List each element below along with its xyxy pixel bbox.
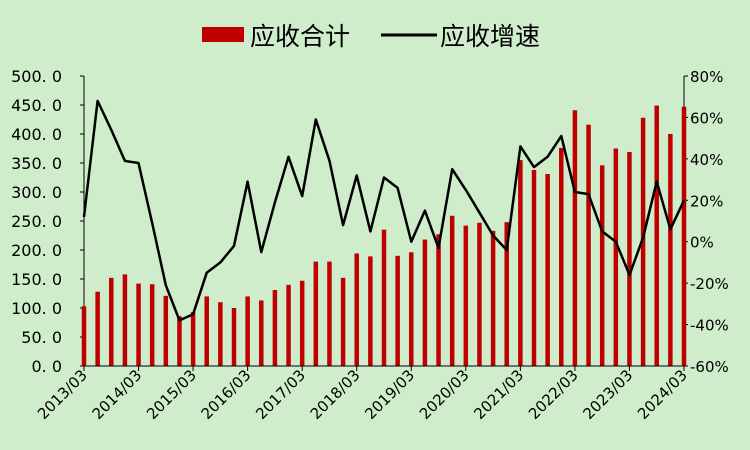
left-axis-tick-label: 100. 0 [11,299,62,318]
x-axis-tick-label: 2016/03 [198,366,255,423]
left-axis-tick-label: 150. 0 [11,270,62,289]
left-axis-tick-label: 500. 0 [11,67,62,86]
x-axis-tick-label: 2015/03 [143,366,200,423]
bar [149,284,155,366]
bar [681,106,687,367]
x-axis-tick-label: 2021/03 [470,366,527,423]
x-axis-tick-label: 2017/03 [252,366,309,423]
bar [340,277,346,366]
right-axis: -60% -40% -20% 0% 20% 40% 60% 80% [683,68,729,376]
left-axis-tick-label: 50. 0 [21,328,62,347]
bar [204,296,209,366]
bar [613,148,619,366]
left-axis: 0. 0 50. 0 100. 0 150. 0 200. 0 250. 0 300. 0 3… [11,67,85,376]
bar [122,274,128,366]
bar [627,151,632,366]
bar [368,256,373,366]
x-axis: 2013/032014/032015/032016/032017/032018/… [34,365,691,423]
legend-line-label: 应收增速 [440,22,540,51]
bar [81,306,87,366]
bar [449,215,455,366]
bar [422,239,428,366]
x-axis-tick-label: 2020/03 [416,366,473,423]
bar [559,147,564,366]
right-axis-tick-label: -60% [690,358,729,376]
bar [259,300,264,366]
bar [640,117,646,366]
right-axis-tick-label: 0% [690,234,714,252]
right-axis-tick-label: 40% [690,151,723,169]
left-axis-tick-label: 250. 0 [11,212,62,231]
left-axis-tick-label: 0. 0 [31,357,62,376]
bar [599,165,605,366]
x-axis-tick-label: 2024/03 [634,366,691,423]
line-series [82,99,686,322]
bar [395,255,400,366]
bar [163,295,169,366]
x-axis-tick-label: 2014/03 [89,366,146,423]
bar [436,234,441,366]
bar [586,124,591,366]
bar [272,290,278,366]
right-axis-tick-label: 20% [690,192,723,210]
x-axis-tick-label: 2018/03 [307,366,364,423]
x-axis-tick-label: 2023/03 [579,366,636,423]
bar [313,261,319,366]
x-axis-tick-label: 2022/03 [525,366,582,423]
bar [299,280,305,366]
bar [668,134,673,366]
bar [245,296,250,366]
bar [109,277,114,366]
bar [545,174,550,366]
left-axis-tick-label: 200. 0 [11,241,62,260]
bar [327,261,332,366]
bar [218,302,223,366]
left-axis-tick-label: 350. 0 [11,154,62,173]
left-axis-tick-label: 300. 0 [11,183,62,202]
x-axis-tick-label: 2019/03 [361,366,418,423]
bar-series [81,105,687,367]
bar [95,291,100,366]
bar [190,312,196,366]
bar [381,229,387,366]
bar [136,283,141,366]
legend-bar-label: 应收合计 [250,22,350,51]
bar [354,253,359,366]
legend: 应收合计 应收增速 [202,22,540,51]
left-axis-tick-label: 400. 0 [11,125,62,144]
bar [654,105,659,366]
bar [231,308,237,366]
right-axis-tick-label: 80% [690,68,723,86]
bar [409,252,414,366]
right-axis-tick-label: 60% [690,109,723,127]
bar [531,169,537,366]
right-axis-tick-label: -40% [690,317,729,335]
bar [504,222,509,366]
bar [177,316,182,366]
bar [490,230,496,366]
bar [477,222,482,366]
bar [572,110,578,366]
right-axis-tick-label: -20% [690,275,729,293]
legend-bar-swatch [202,27,244,42]
bar [518,160,523,366]
line-path [82,99,686,322]
left-axis-tick-label: 450. 0 [11,96,62,115]
bar [463,225,469,366]
bar [286,284,291,366]
